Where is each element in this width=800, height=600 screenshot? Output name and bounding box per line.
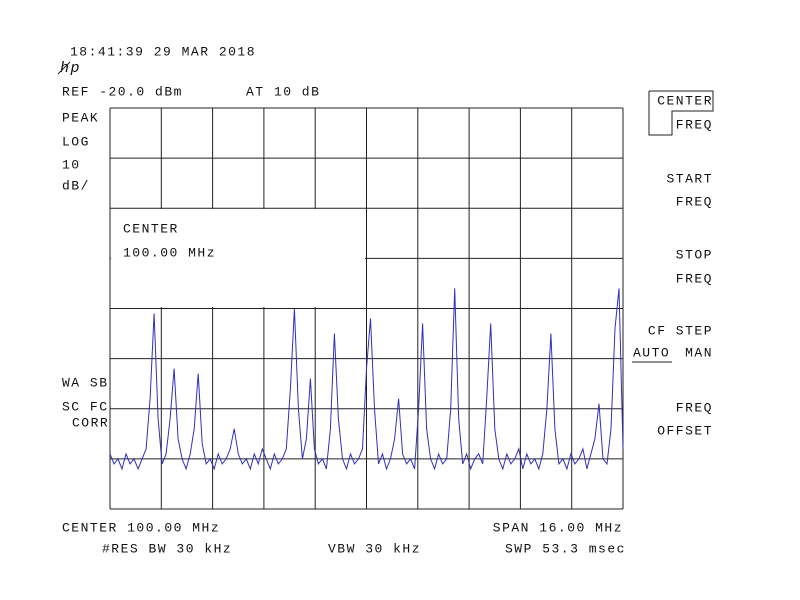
timestamp: 18:41:39 29 MAR 2018 [70, 44, 256, 59]
scale-type: LOG [62, 134, 90, 149]
softkey[interactable]: OFFSET [657, 423, 713, 438]
trace [109, 288, 624, 471]
scale-unit: dB/ [62, 178, 90, 193]
softkey[interactable]: STOP [676, 247, 713, 262]
softkey-option[interactable]: AUTO [633, 345, 670, 360]
ref-level: REF -20.0 dBm [62, 84, 183, 99]
span: SPAN 16.00 MHz [493, 520, 623, 535]
softkey[interactable]: FREQ [676, 400, 713, 415]
softkey[interactable]: FREQ [676, 194, 713, 209]
scale-value: 10 [62, 157, 81, 172]
softkey[interactable]: CENTER [657, 93, 713, 108]
softkey-selected-box [648, 90, 714, 136]
status: SC FC [62, 399, 109, 414]
softkey[interactable]: FREQ [676, 117, 713, 132]
detector: PEAK [62, 110, 99, 125]
active-function-label: CENTER [123, 221, 179, 236]
softkey[interactable]: FREQ [676, 271, 713, 286]
softkey[interactable]: CF STEP [648, 323, 713, 338]
vbw: VBW 30 kHz [328, 541, 421, 556]
softkey-option[interactable]: MAN [685, 345, 713, 360]
logo: hp [60, 60, 81, 77]
status: WA SB [62, 375, 109, 390]
attenuation: AT 10 dB [246, 84, 320, 99]
active-function-value: 100.00 MHz [123, 245, 216, 260]
softkey[interactable]: START [666, 171, 713, 186]
rbw: #RES BW 30 kHz [102, 541, 232, 556]
sweep: SWP 53.3 msec [505, 541, 626, 556]
status: CORR [72, 415, 109, 430]
annotation-mask [111, 209, 365, 307]
logo-slash [57, 61, 71, 75]
graticule [109, 107, 624, 510]
center-freq: CENTER 100.00 MHz [62, 520, 220, 535]
